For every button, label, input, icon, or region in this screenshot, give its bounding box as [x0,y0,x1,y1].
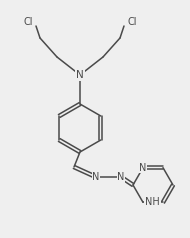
Text: N: N [139,163,147,173]
Text: N: N [76,70,84,80]
Text: Cl: Cl [23,17,33,27]
Text: Cl: Cl [127,17,137,27]
Text: NH: NH [145,197,160,207]
Text: N: N [92,172,100,182]
Text: N: N [117,172,125,182]
